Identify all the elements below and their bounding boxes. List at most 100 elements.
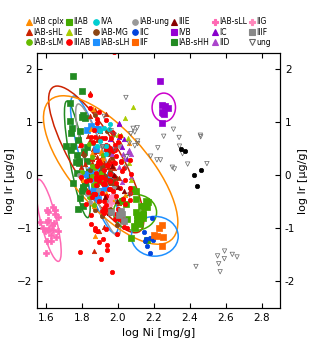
Point: [82, 152, 87, 158]
Point: [127, 157, 132, 162]
Point: [142, 239, 148, 244]
Point: [117, 211, 123, 216]
Point: [110, 146, 115, 152]
Point: [140, 212, 145, 218]
Point: [94, 175, 99, 180]
Point: [129, 178, 134, 183]
Point: [132, 226, 137, 231]
Point: [104, 128, 109, 134]
Point: [100, 165, 105, 170]
Point: [96, 109, 101, 114]
Point: [96, 134, 101, 139]
Point: [94, 164, 99, 169]
Point: [119, 212, 124, 217]
Legend: IAB cplx, IAB-sHL, IAB-sLM, IIAB, IIE, IIIAB, IVA, IAB-MG, IAB-sLH, IAB-ung, IIC: IAB cplx, IAB-sHL, IAB-sLM, IIAB, IIE, I…: [25, 16, 272, 48]
Point: [198, 134, 203, 140]
Point: [88, 126, 93, 131]
Point: [133, 189, 138, 194]
Point: [119, 179, 124, 184]
Point: [77, 142, 82, 148]
Point: [165, 105, 170, 111]
Point: [110, 189, 115, 194]
Point: [71, 143, 76, 149]
Point: [135, 138, 140, 144]
Point: [46, 226, 52, 231]
Point: [88, 177, 93, 182]
Point: [108, 173, 113, 178]
Point: [126, 148, 132, 153]
Point: [124, 164, 129, 170]
Point: [93, 227, 98, 233]
Point: [82, 161, 87, 166]
Point: [83, 115, 88, 121]
Point: [116, 132, 121, 138]
Point: [144, 204, 149, 210]
Point: [177, 135, 182, 140]
Point: [93, 165, 98, 171]
Point: [122, 165, 127, 171]
Point: [100, 236, 106, 241]
Point: [98, 179, 103, 185]
Point: [90, 182, 95, 188]
Point: [91, 192, 96, 197]
Point: [107, 210, 112, 215]
Point: [119, 132, 124, 138]
Point: [109, 156, 114, 161]
Point: [94, 182, 100, 188]
Point: [96, 195, 101, 201]
Point: [56, 228, 61, 233]
Point: [93, 135, 98, 140]
Point: [170, 164, 175, 170]
Point: [115, 199, 120, 204]
Point: [95, 196, 100, 202]
Point: [134, 212, 140, 218]
Point: [87, 92, 92, 98]
Point: [112, 132, 117, 138]
Point: [230, 252, 235, 257]
Point: [113, 153, 118, 159]
Point: [45, 228, 50, 233]
Point: [88, 168, 93, 173]
Point: [108, 206, 113, 212]
Point: [90, 191, 95, 196]
Point: [102, 224, 107, 230]
Point: [154, 157, 159, 163]
Point: [44, 250, 49, 256]
Point: [94, 228, 100, 234]
Point: [124, 154, 129, 159]
Point: [99, 190, 104, 195]
Point: [88, 173, 93, 179]
Point: [45, 218, 50, 223]
Point: [148, 235, 153, 240]
Point: [99, 160, 104, 165]
Point: [115, 184, 120, 189]
Point: [87, 200, 92, 205]
Point: [134, 220, 139, 225]
Point: [105, 178, 110, 183]
Point: [104, 146, 109, 151]
Point: [135, 125, 140, 130]
Point: [118, 159, 124, 165]
Point: [101, 181, 106, 186]
Point: [103, 181, 108, 187]
Point: [100, 155, 106, 161]
Point: [68, 130, 73, 136]
Point: [155, 234, 160, 239]
Point: [97, 180, 102, 185]
Point: [126, 149, 131, 154]
Point: [111, 185, 116, 190]
Point: [128, 174, 133, 180]
Point: [109, 193, 114, 199]
Point: [87, 194, 92, 200]
Point: [89, 155, 94, 160]
Point: [78, 142, 83, 148]
Point: [107, 151, 112, 157]
Point: [102, 186, 107, 191]
Point: [99, 168, 104, 174]
Point: [155, 145, 160, 151]
Point: [152, 232, 157, 238]
Point: [109, 129, 115, 135]
Point: [96, 188, 101, 194]
Point: [112, 147, 117, 152]
Point: [75, 138, 80, 143]
